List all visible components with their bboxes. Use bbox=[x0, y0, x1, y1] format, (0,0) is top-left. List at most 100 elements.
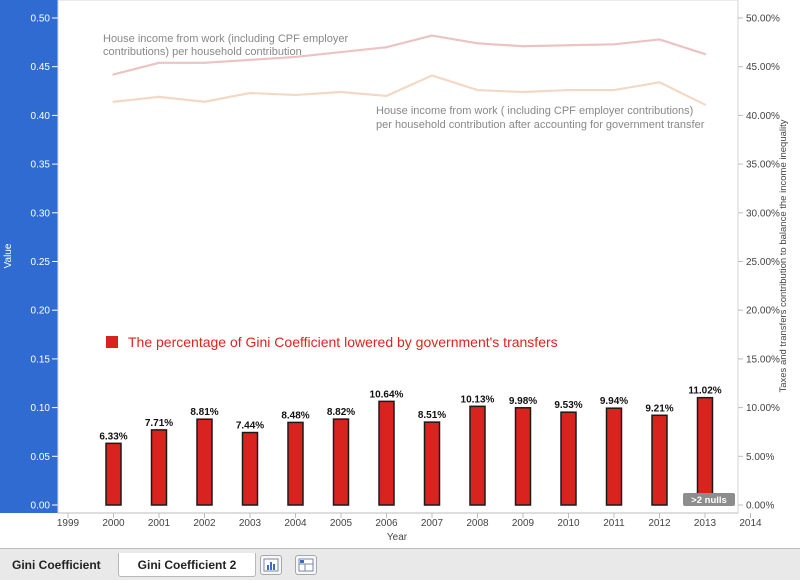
line-2-label-row-1: House income from work ( including CPF e… bbox=[376, 105, 693, 117]
x-tick-label: 2012 bbox=[648, 518, 671, 529]
line-2-point[interactable] bbox=[658, 81, 661, 84]
bar-value-label: 11.02% bbox=[688, 386, 721, 397]
line-2-point[interactable] bbox=[203, 100, 206, 103]
bar-2010[interactable] bbox=[560, 411, 577, 506]
line-series-2[interactable] bbox=[113, 74, 706, 106]
bar-2007[interactable] bbox=[423, 421, 441, 506]
line-1-point[interactable] bbox=[248, 58, 252, 61]
bar-value-label: 8.51% bbox=[418, 410, 446, 421]
nulls-badge-label[interactable]: >2 nulls bbox=[691, 495, 727, 506]
x-tick-label: 1999 bbox=[57, 518, 80, 529]
y-left-tick-label: 0.50 bbox=[31, 14, 51, 25]
y-right-tick-label: 5.00% bbox=[746, 452, 774, 463]
y-right-tick-label: 20.00% bbox=[746, 306, 780, 317]
bar-2012[interactable] bbox=[651, 414, 668, 506]
bar-2004[interactable] bbox=[287, 421, 304, 506]
line-2-point[interactable] bbox=[521, 90, 525, 94]
bar-2009[interactable] bbox=[514, 407, 532, 506]
line-2-label: House income from work ( including CPF e… bbox=[376, 105, 705, 131]
y-left-tick-label: 0.20 bbox=[31, 306, 51, 317]
x-tick-label: 2003 bbox=[239, 518, 262, 529]
line-1-label-row-1: House income from work (including CPF em… bbox=[103, 33, 348, 45]
y-left-title: Value bbox=[3, 243, 14, 268]
line-2-point[interactable] bbox=[248, 91, 252, 95]
line-1-point[interactable] bbox=[385, 46, 388, 49]
y-right-tick-label: 10.00% bbox=[746, 403, 780, 414]
line-1-point[interactable] bbox=[612, 43, 616, 46]
line-1-point[interactable] bbox=[157, 61, 161, 64]
new-dashboard-icon[interactable] bbox=[295, 555, 317, 575]
x-tick-label: 2007 bbox=[421, 518, 444, 529]
line-2-point[interactable] bbox=[476, 88, 479, 92]
plot-area bbox=[57, 0, 739, 514]
y-left-tick-label: 0.35 bbox=[31, 160, 51, 171]
line-2-point[interactable] bbox=[339, 90, 343, 94]
bar-value-label: 10.13% bbox=[461, 394, 495, 405]
y-right-tick-label: 15.00% bbox=[746, 354, 780, 365]
bar-2011[interactable] bbox=[605, 407, 623, 506]
line-1-point[interactable] bbox=[521, 45, 525, 48]
tab-gini-coefficient-2[interactable]: Gini Coefficient 2 bbox=[118, 553, 256, 577]
line-1-point[interactable] bbox=[476, 42, 479, 45]
line-1-point[interactable] bbox=[567, 44, 570, 47]
line-1-label: House income from work (including CPF em… bbox=[103, 33, 351, 58]
line-series-1[interactable] bbox=[113, 34, 706, 76]
legend-label: The percentage of Gini Coefficient lower… bbox=[128, 334, 558, 350]
bar-2006[interactable] bbox=[378, 400, 395, 506]
chart: Value 0.00 0.05 0.10 0.15 0.20 0.25 0.30 0.35 0.… bbox=[0, 0, 789, 543]
line-1-point[interactable] bbox=[294, 55, 297, 59]
left-axis-panel bbox=[0, 0, 58, 513]
y-left-tick-label: 0.15 bbox=[31, 354, 51, 365]
x-tick-label: 2011 bbox=[603, 518, 625, 529]
y-right-tick-label: 45.00% bbox=[746, 62, 780, 73]
line-1-point[interactable] bbox=[203, 61, 206, 64]
line-2-point[interactable] bbox=[112, 100, 115, 103]
x-tick-label: 2014 bbox=[739, 518, 762, 529]
y-right-tick-label: 50.00% bbox=[746, 14, 780, 25]
bar-2001[interactable] bbox=[150, 429, 168, 506]
x-axis-title: Year bbox=[387, 532, 408, 543]
bar-value-label: 6.33% bbox=[99, 431, 127, 442]
line-1-point[interactable] bbox=[112, 73, 115, 76]
x-tick-label: 2006 bbox=[375, 518, 398, 529]
bar-value-label: 7.44% bbox=[236, 421, 264, 432]
line-2-point[interactable] bbox=[294, 93, 297, 97]
bar-value-label: 9.94% bbox=[600, 396, 628, 407]
line-2-point[interactable] bbox=[430, 74, 434, 77]
new-worksheet-icon[interactable] bbox=[260, 555, 282, 575]
x-tick-label: 2004 bbox=[284, 518, 307, 529]
line-1-label-row-2: contributions) per household contributio… bbox=[103, 46, 302, 58]
x-tick-label: 2009 bbox=[512, 518, 535, 529]
line-2-point[interactable] bbox=[385, 94, 388, 98]
x-tick-label: 2001 bbox=[148, 518, 171, 529]
line-1-point[interactable] bbox=[703, 52, 707, 56]
y-left-tick-label: 0.00 bbox=[31, 501, 51, 512]
tab-gini-coefficient[interactable]: Gini Coefficient bbox=[12, 558, 101, 572]
bar-2008[interactable] bbox=[469, 405, 486, 506]
bar-2003[interactable] bbox=[241, 431, 259, 506]
line-1-point[interactable] bbox=[430, 34, 434, 37]
line-2-point[interactable] bbox=[612, 88, 616, 92]
bar-2000[interactable] bbox=[105, 442, 122, 506]
nulls-badge[interactable] bbox=[683, 493, 735, 506]
x-tick-label: 2010 bbox=[557, 518, 580, 529]
y-left-tick-label: 0.10 bbox=[31, 403, 51, 414]
bar-2005[interactable] bbox=[332, 418, 350, 506]
line-2-point[interactable] bbox=[157, 95, 161, 98]
y-right-tick-label: 40.00% bbox=[746, 111, 780, 122]
y-left-tick-label: 0.30 bbox=[31, 208, 51, 219]
bar-2013[interactable] bbox=[696, 396, 714, 506]
bar-value-label: 8.48% bbox=[281, 410, 309, 421]
x-tick-label: 2013 bbox=[694, 518, 717, 529]
line-1-point[interactable] bbox=[658, 38, 661, 41]
y-right-tick-label: 35.00% bbox=[746, 160, 780, 171]
line-2-point[interactable] bbox=[703, 103, 707, 106]
y-right-tick-label: 0.00% bbox=[746, 501, 774, 512]
line-1-point[interactable] bbox=[339, 50, 343, 54]
x-tick-label: 2005 bbox=[330, 518, 353, 529]
bar-value-label: 9.98% bbox=[509, 396, 537, 407]
bar-2002[interactable] bbox=[196, 418, 213, 506]
line-2-point[interactable] bbox=[567, 88, 570, 92]
y-right-title: Taxes and transfers contribution to bala… bbox=[778, 119, 789, 392]
x-tick-label: 2000 bbox=[102, 518, 125, 529]
